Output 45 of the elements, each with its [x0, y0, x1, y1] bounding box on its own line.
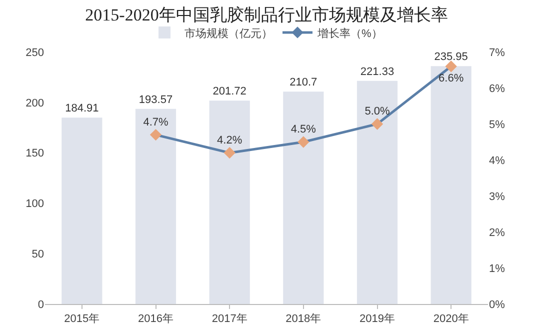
- y2-tick-label: 4%: [489, 154, 506, 167]
- point: [445, 60, 457, 72]
- bar: [283, 92, 324, 304]
- point: [224, 146, 236, 159]
- data-label: 210.7: [290, 76, 318, 89]
- bar: [356, 80, 398, 304]
- point: [150, 128, 162, 141]
- y2-tick-label: 1%: [489, 262, 506, 275]
- point: [298, 136, 310, 148]
- data-label: 193.57: [138, 94, 173, 106]
- y2-tick-label: 6%: [489, 82, 506, 95]
- data-label: 221.33: [360, 66, 394, 78]
- x-tick-label: 2020年: [433, 313, 469, 326]
- y2-tick-label: 0%: [489, 298, 506, 311]
- bar: [430, 66, 472, 304]
- data-label: 4.5%: [290, 124, 316, 136]
- y2-tick-label: 2%: [489, 226, 506, 239]
- point: [371, 118, 384, 130]
- bar: [209, 100, 250, 304]
- chart-title: 2015-2020年中国乳胶制品行业市场规模及增长率: [85, 5, 448, 24]
- data-label: 201.72: [212, 86, 246, 98]
- y-tick-label: 100: [26, 198, 44, 210]
- data-label: 4.7%: [143, 116, 168, 128]
- data-label: 5.0%: [364, 106, 390, 118]
- data-label: 184.91: [65, 102, 99, 115]
- y-tick-label: 150: [26, 148, 44, 160]
- x-tick-label: 2019年: [360, 313, 395, 326]
- y-tick-label: 0: [38, 298, 44, 311]
- y-tick-label: 50: [32, 248, 44, 260]
- x-tick-label: 2016年: [138, 313, 174, 326]
- x-tick-label: 2018年: [286, 313, 322, 326]
- legend-label: 增长率（%）: [316, 26, 382, 40]
- data-label: 6.6%: [438, 72, 464, 84]
- y2-tick-label: 5%: [489, 118, 506, 131]
- y-tick-label: 250: [26, 46, 44, 59]
- y2-tick-label: 7%: [489, 46, 506, 59]
- y2-tick-label: 3%: [489, 190, 506, 203]
- bar: [62, 118, 102, 304]
- x-tick-label: 2015年: [64, 313, 100, 326]
- x-tick-label: 2017年: [212, 313, 248, 326]
- legend-label: 市场规模（亿元）: [184, 26, 272, 40]
- data-label: 4.2%: [217, 134, 242, 146]
- bar: [135, 108, 176, 304]
- data-label: 235.95: [434, 51, 468, 64]
- y-tick-label: 200: [26, 97, 44, 110]
